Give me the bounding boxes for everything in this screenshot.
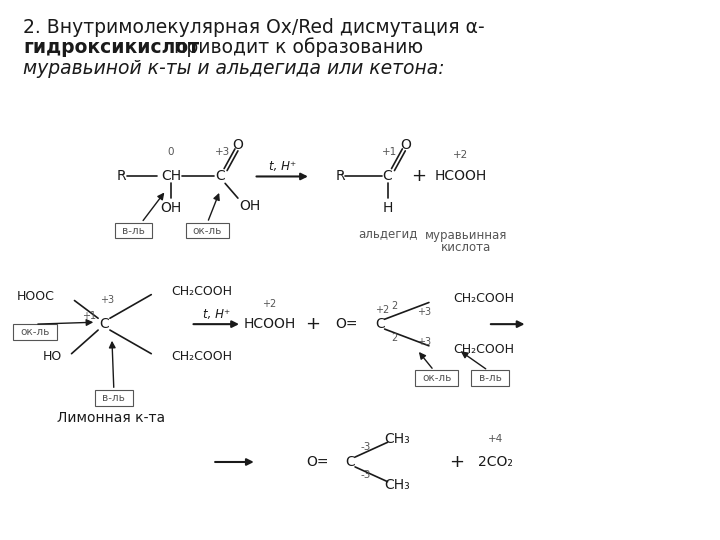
Text: Лимонная к-та: Лимонная к-та: [57, 411, 165, 424]
Text: R: R: [336, 170, 345, 184]
Text: R: R: [117, 170, 127, 184]
Text: O: O: [400, 138, 410, 152]
Text: +: +: [449, 453, 464, 471]
FancyBboxPatch shape: [415, 370, 459, 386]
Text: альдегид: альдегид: [358, 227, 418, 240]
Text: OH: OH: [161, 201, 181, 215]
Text: ок-ль: ок-ль: [422, 373, 451, 383]
Text: +2: +2: [453, 150, 468, 160]
FancyBboxPatch shape: [14, 324, 57, 340]
Text: 2. Внутримолекулярная Ox/Red дисмутация α-: 2. Внутримолекулярная Ox/Red дисмутация …: [23, 18, 485, 37]
Text: +4: +4: [488, 434, 503, 444]
Text: C: C: [215, 170, 225, 184]
Text: O: O: [233, 138, 243, 152]
Text: C: C: [383, 170, 392, 184]
Text: O=: O=: [306, 455, 328, 469]
Text: t, H⁺: t, H⁺: [202, 308, 230, 321]
Text: приводит к образованию: приводит к образованию: [168, 38, 423, 57]
Text: H: H: [382, 201, 392, 215]
Text: +: +: [412, 167, 426, 185]
Text: -3: -3: [361, 470, 371, 480]
Text: +1: +1: [382, 147, 397, 157]
Text: +2: +2: [376, 305, 390, 315]
Text: ок-ль: ок-ль: [193, 226, 222, 235]
Text: +3: +3: [215, 147, 230, 157]
FancyBboxPatch shape: [95, 390, 132, 406]
Text: +3: +3: [100, 294, 114, 305]
Text: O=: O=: [336, 317, 358, 331]
Text: HCOOH: HCOOH: [243, 317, 295, 331]
Text: +1: +1: [82, 311, 96, 321]
Text: C: C: [99, 317, 109, 331]
Text: OH: OH: [239, 199, 261, 213]
Text: +3: +3: [417, 307, 431, 318]
Text: CH: CH: [161, 170, 181, 184]
Text: кислота: кислота: [441, 241, 492, 254]
Text: HO: HO: [42, 350, 62, 363]
Text: HCOOH: HCOOH: [434, 170, 487, 184]
Text: CH₂COOH: CH₂COOH: [454, 343, 515, 356]
Text: 0: 0: [168, 147, 174, 157]
Text: CH₂COOH: CH₂COOH: [171, 350, 232, 363]
Text: гидроксикислот: гидроксикислот: [23, 38, 199, 57]
Text: +3: +3: [417, 337, 431, 347]
Text: муравьиной к-ты и альдегида или кетона:: муравьиной к-ты и альдегида или кетона:: [23, 59, 445, 78]
Text: -3: -3: [361, 442, 371, 452]
Text: CH₃: CH₃: [384, 478, 410, 491]
Text: CH₂COOH: CH₂COOH: [454, 292, 515, 305]
Text: t, H⁺: t, H⁺: [269, 160, 296, 173]
Text: C: C: [346, 455, 355, 469]
FancyBboxPatch shape: [115, 222, 152, 239]
Text: HOOC: HOOC: [17, 290, 55, 303]
Text: в-ль: в-ль: [122, 226, 145, 235]
Text: +2: +2: [262, 300, 276, 309]
Text: CH₂COOH: CH₂COOH: [171, 285, 232, 298]
Text: C: C: [375, 317, 384, 331]
Text: в-ль: в-ль: [102, 393, 125, 403]
Text: муравьинная: муравьинная: [425, 229, 508, 242]
FancyBboxPatch shape: [472, 370, 508, 386]
Text: ок-ль: ок-ль: [20, 327, 50, 337]
Text: 2: 2: [392, 333, 397, 343]
Text: в-ль: в-ль: [479, 373, 501, 383]
Text: 2CO₂: 2CO₂: [478, 455, 513, 469]
Text: +: +: [305, 315, 320, 333]
Text: 2: 2: [392, 301, 397, 312]
FancyBboxPatch shape: [186, 222, 229, 239]
Text: CH₃: CH₃: [384, 433, 410, 447]
